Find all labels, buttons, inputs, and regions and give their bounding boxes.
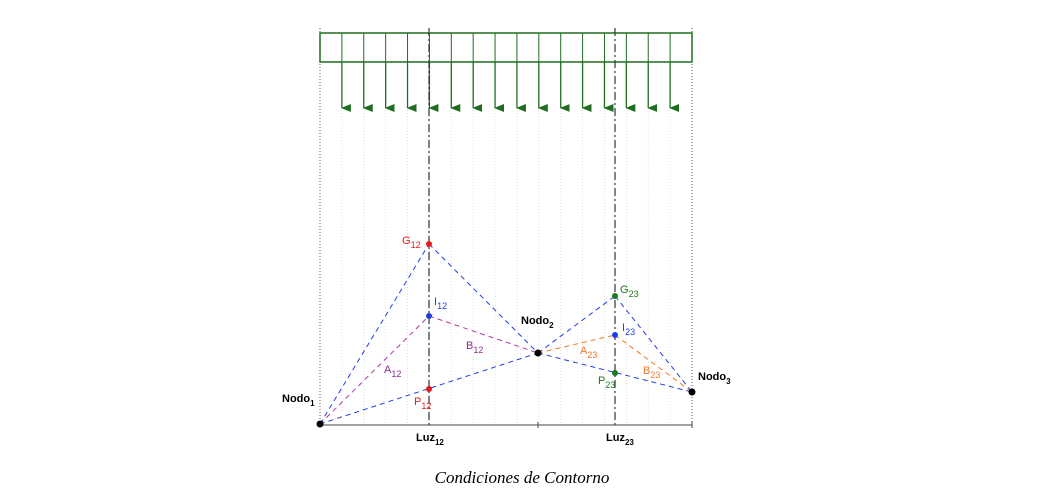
grid-lines bbox=[341, 62, 671, 425]
node-3 bbox=[688, 388, 696, 396]
orange-dashed-lines bbox=[537, 334, 693, 393]
label-p12: P12 bbox=[414, 396, 431, 411]
figure-caption: Condiciones de Contorno bbox=[434, 468, 610, 487]
node-1 bbox=[316, 420, 324, 428]
label-p23: P23 bbox=[598, 375, 615, 390]
point-p23 bbox=[612, 370, 618, 376]
point-g12 bbox=[426, 241, 432, 247]
point-g23 bbox=[612, 293, 618, 299]
label-g23: G23 bbox=[620, 284, 639, 299]
point-i23 bbox=[612, 332, 618, 338]
label-nodo1: Nodo1 bbox=[282, 393, 315, 408]
blue-dashed-lines bbox=[319, 243, 693, 425]
distributed-load bbox=[319, 32, 693, 112]
load-arrows bbox=[340, 62, 680, 112]
label-i12: I12 bbox=[434, 296, 447, 311]
load-block bbox=[319, 32, 693, 63]
purple-dashed-lines bbox=[319, 315, 539, 425]
label-g12: G12 bbox=[402, 235, 421, 250]
label-b12: B12 bbox=[466, 340, 483, 355]
point-i12 bbox=[426, 313, 432, 319]
label-a12: A12 bbox=[384, 364, 401, 379]
label-b23: B23 bbox=[643, 365, 660, 380]
node-2 bbox=[534, 349, 542, 357]
label-i23: I23 bbox=[622, 322, 635, 337]
label-luz12: Luz12 bbox=[416, 432, 444, 447]
label-nodo3: Nodo3 bbox=[698, 371, 731, 386]
load-cells bbox=[341, 33, 671, 62]
label-a23: A23 bbox=[580, 345, 597, 360]
label-nodo2: Nodo2 bbox=[521, 315, 554, 330]
label-luz23: Luz23 bbox=[606, 432, 634, 447]
point-p12 bbox=[426, 386, 432, 392]
